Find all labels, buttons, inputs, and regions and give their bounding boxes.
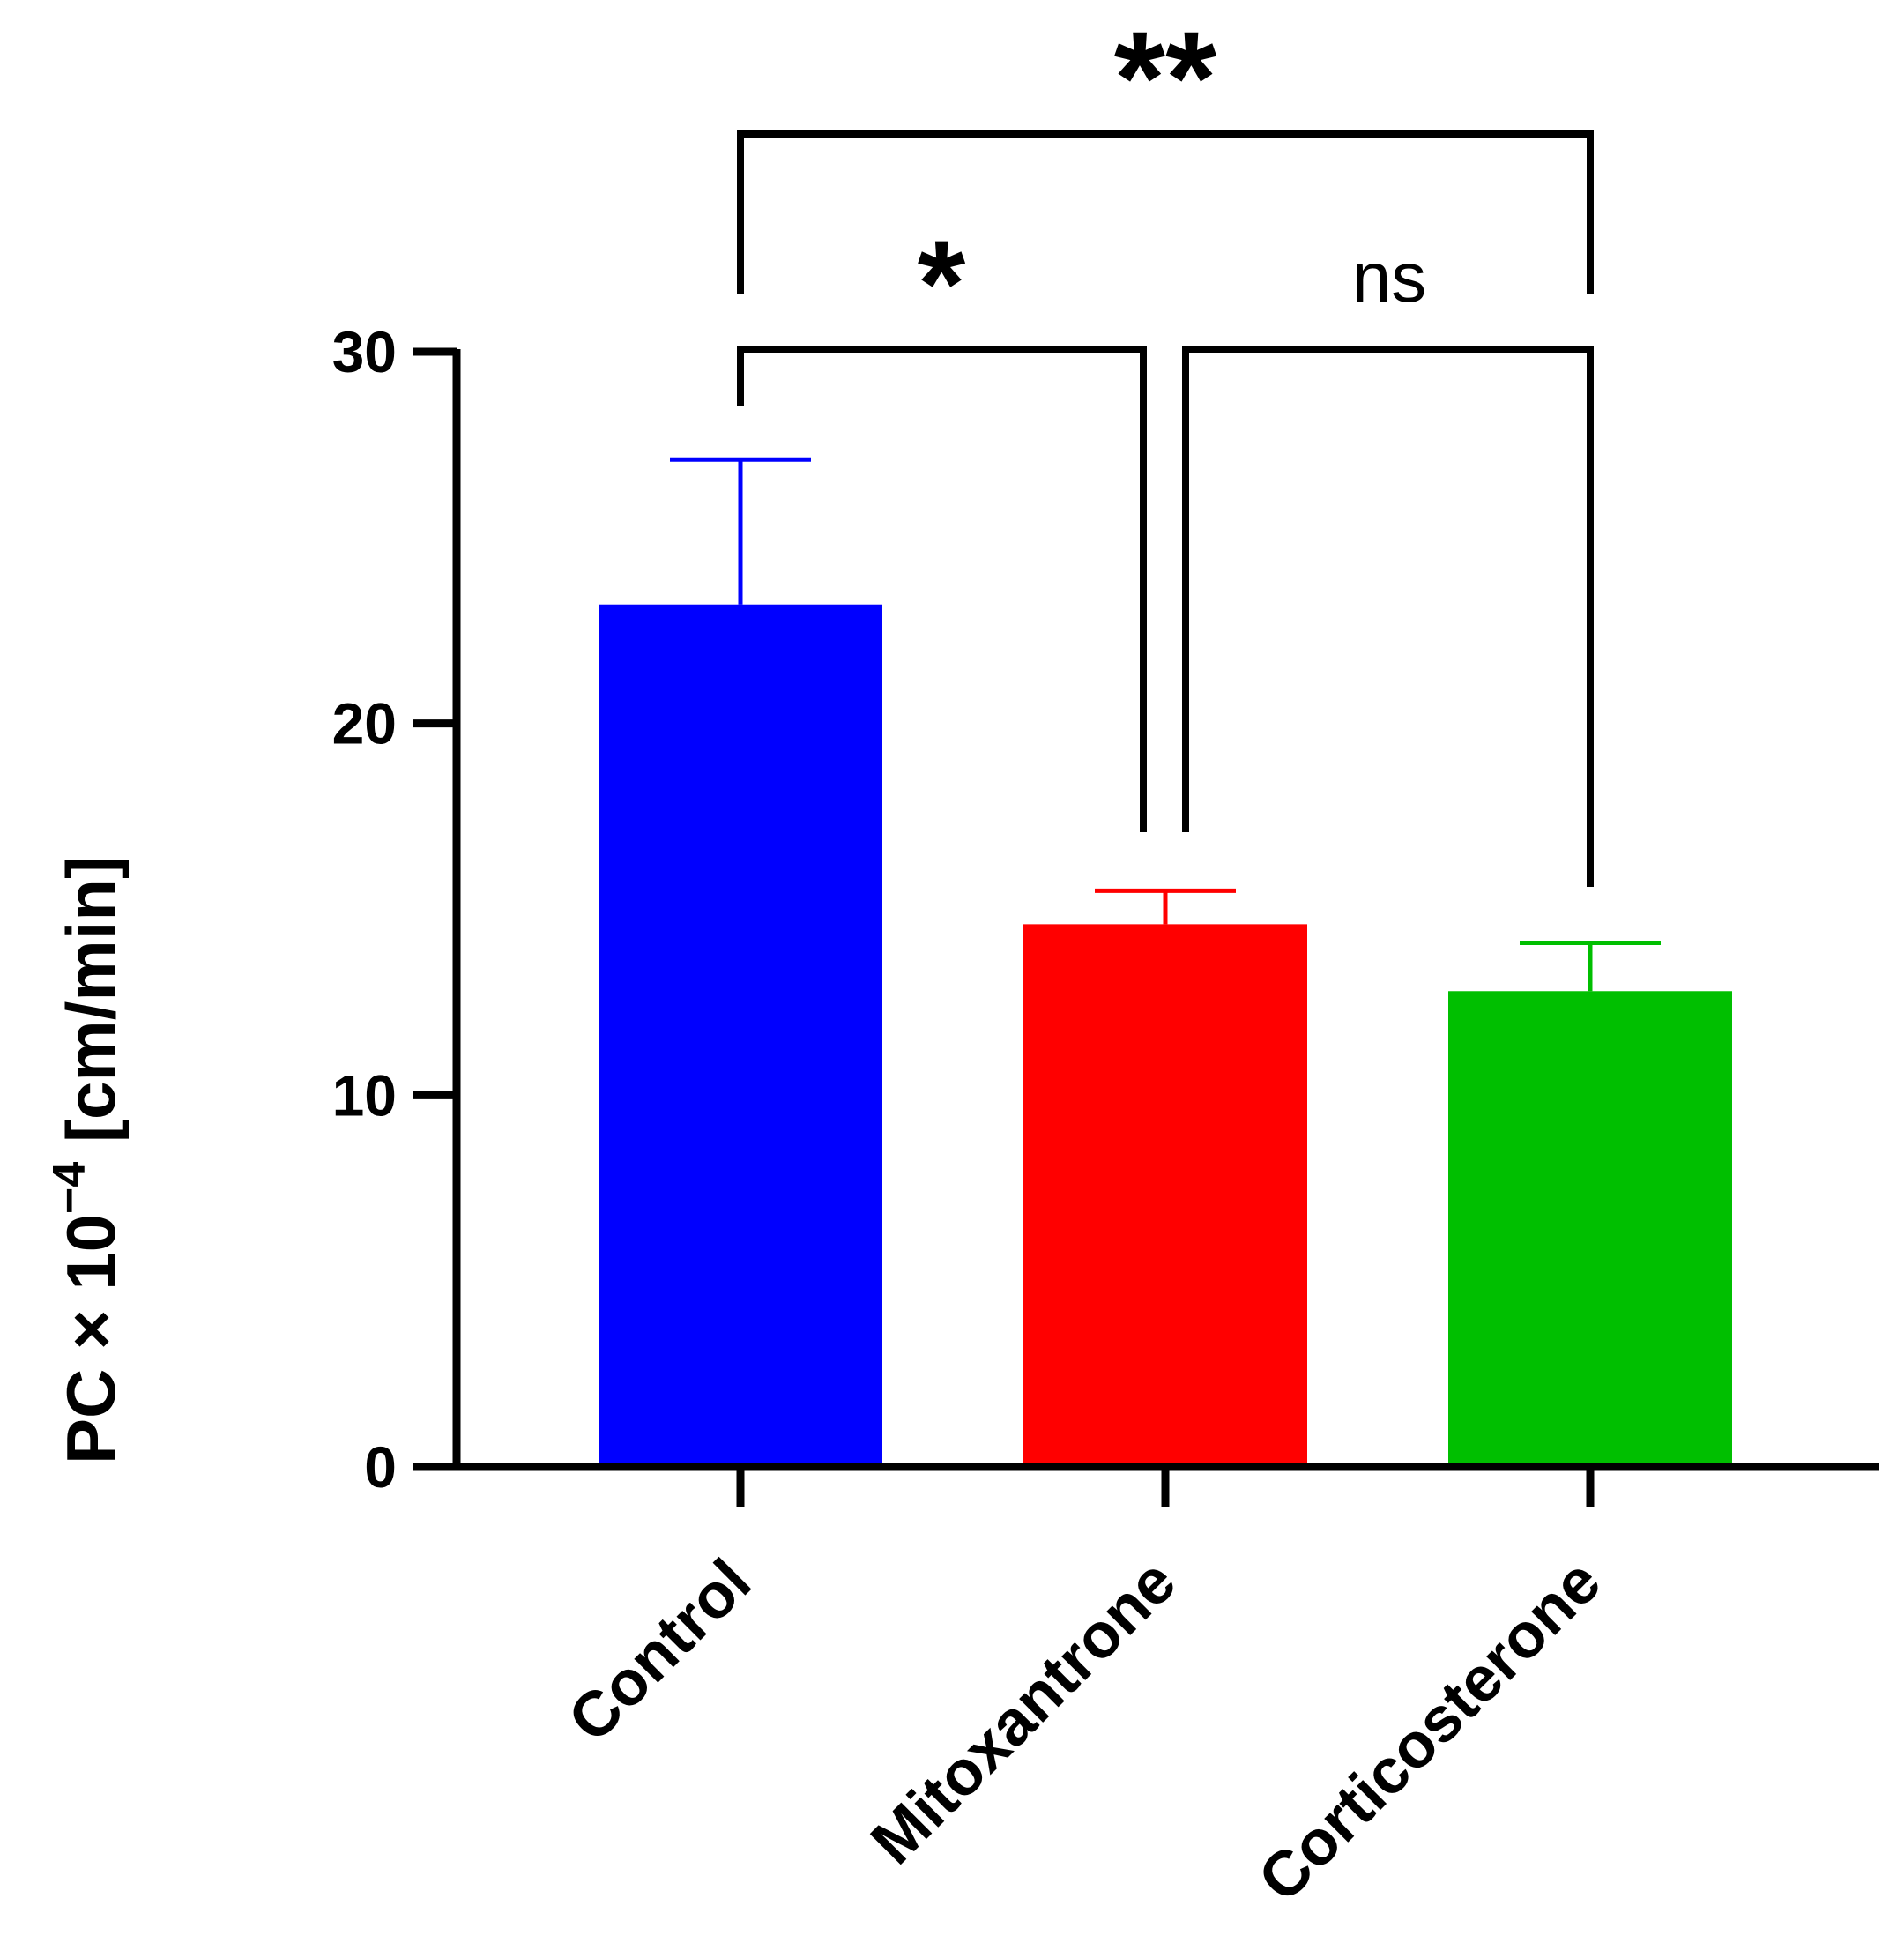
y-tick-label-30: 30 bbox=[332, 319, 397, 384]
x-tick-label-mitoxantrone: Mitoxantrone bbox=[858, 1546, 1189, 1878]
significance-label-mitoxantrone-corticosterone: ns bbox=[1352, 238, 1427, 316]
y-axis-title-exponent: −4 bbox=[44, 1162, 95, 1214]
y-tick-label-10: 10 bbox=[332, 1062, 397, 1128]
bar-control bbox=[599, 604, 882, 1467]
bar-corticosterone bbox=[1448, 991, 1732, 1467]
significance-label-control-corticosterone: ** bbox=[1114, 4, 1217, 152]
svg-text:PC × 10−4 [cm/min]: PC × 10−4 [cm/min] bbox=[44, 856, 130, 1464]
y-axis-title-unit: [cm/min] bbox=[52, 856, 130, 1162]
y-tick-label-0: 0 bbox=[364, 1434, 397, 1500]
y-tick-label-20: 20 bbox=[332, 691, 397, 756]
y-axis-title: PC × 10−4 [cm/min] bbox=[44, 856, 130, 1464]
x-tick-label-control: Control bbox=[555, 1546, 765, 1756]
bracket-control-corticosterone bbox=[737, 130, 1594, 294]
bracket-mitoxantrone-corticosterone bbox=[1182, 346, 1594, 887]
bar-mitoxantrone bbox=[1023, 924, 1307, 1467]
x-tick-label-corticosterone: Corticosterone bbox=[1246, 1546, 1615, 1916]
significance-label-control-mitoxantrone: * bbox=[918, 214, 966, 353]
bracket-control-mitoxantrone bbox=[737, 346, 1147, 832]
y-axis-title-base: PC × 10 bbox=[52, 1214, 130, 1464]
